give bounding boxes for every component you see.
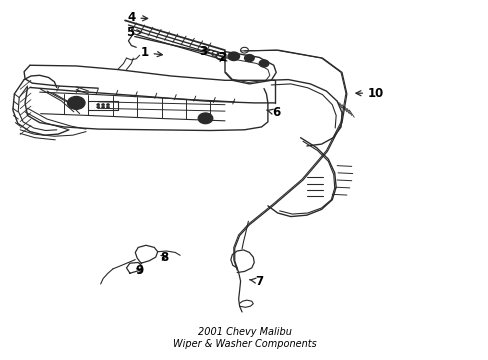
Circle shape [198,113,212,124]
Text: 6: 6 [266,106,280,119]
Text: 2: 2 [218,51,226,64]
Text: 9: 9 [135,264,143,277]
Circle shape [106,104,109,106]
Text: 3: 3 [199,45,209,58]
Text: 10: 10 [355,87,384,100]
Text: 7: 7 [249,275,263,288]
Circle shape [102,106,104,108]
Circle shape [97,106,100,108]
Circle shape [106,106,109,108]
Circle shape [227,52,239,60]
Text: 2001 Chevy Malibu
Wiper & Washer Components: 2001 Chevy Malibu Wiper & Washer Compone… [172,327,316,348]
Circle shape [97,104,100,106]
Circle shape [67,96,85,109]
Circle shape [102,104,104,106]
Circle shape [244,54,254,62]
Text: 4: 4 [127,12,147,24]
Text: 5: 5 [125,26,142,39]
Text: 1: 1 [140,46,162,59]
Text: 8: 8 [160,251,168,264]
Circle shape [259,60,268,67]
